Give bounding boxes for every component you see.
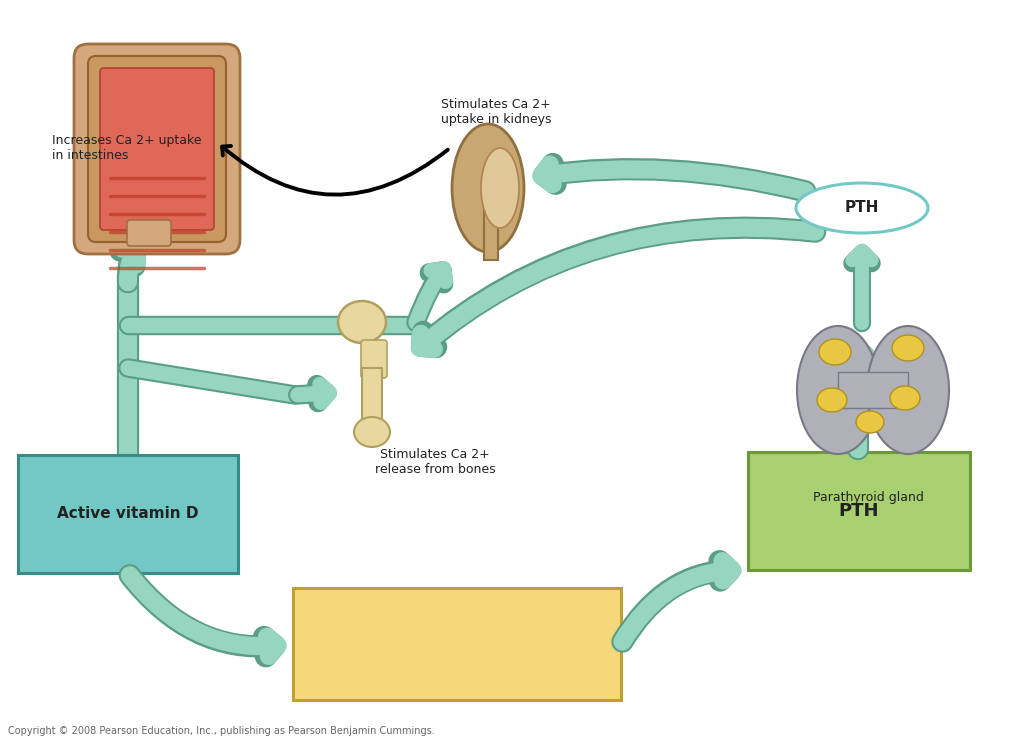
Text: PTH: PTH: [845, 201, 880, 215]
FancyBboxPatch shape: [100, 68, 214, 230]
Ellipse shape: [338, 301, 386, 343]
Bar: [748, 452, 970, 570]
Bar: [293, 588, 621, 700]
FancyBboxPatch shape: [361, 340, 387, 378]
FancyBboxPatch shape: [88, 56, 226, 242]
Text: Increases Ca 2+ uptake
in intestines: Increases Ca 2+ uptake in intestines: [52, 134, 202, 162]
Ellipse shape: [452, 124, 524, 252]
Bar: [484, 205, 498, 260]
Text: Parathyroid gland: Parathyroid gland: [813, 492, 924, 504]
Bar: [362, 368, 382, 428]
Bar: [18, 455, 238, 573]
Ellipse shape: [856, 411, 884, 433]
Bar: [838, 372, 908, 408]
Text: Stimulates Ca 2+
uptake in kidneys: Stimulates Ca 2+ uptake in kidneys: [440, 98, 551, 126]
Ellipse shape: [481, 148, 519, 228]
Ellipse shape: [354, 417, 390, 447]
Text: PTH: PTH: [839, 502, 880, 520]
Ellipse shape: [867, 326, 949, 454]
Ellipse shape: [819, 339, 851, 365]
FancyBboxPatch shape: [74, 44, 240, 254]
Ellipse shape: [890, 386, 920, 410]
Ellipse shape: [797, 326, 879, 454]
FancyBboxPatch shape: [127, 220, 171, 246]
Ellipse shape: [892, 335, 924, 361]
Text: Stimulates Ca 2+
release from bones: Stimulates Ca 2+ release from bones: [375, 448, 496, 476]
Text: Active vitamin D: Active vitamin D: [57, 507, 199, 522]
Ellipse shape: [796, 183, 928, 233]
Text: Copyright © 2008 Pearson Education, Inc., publishing as Pearson Benjamin Cumming: Copyright © 2008 Pearson Education, Inc.…: [8, 726, 435, 736]
Ellipse shape: [817, 388, 847, 412]
